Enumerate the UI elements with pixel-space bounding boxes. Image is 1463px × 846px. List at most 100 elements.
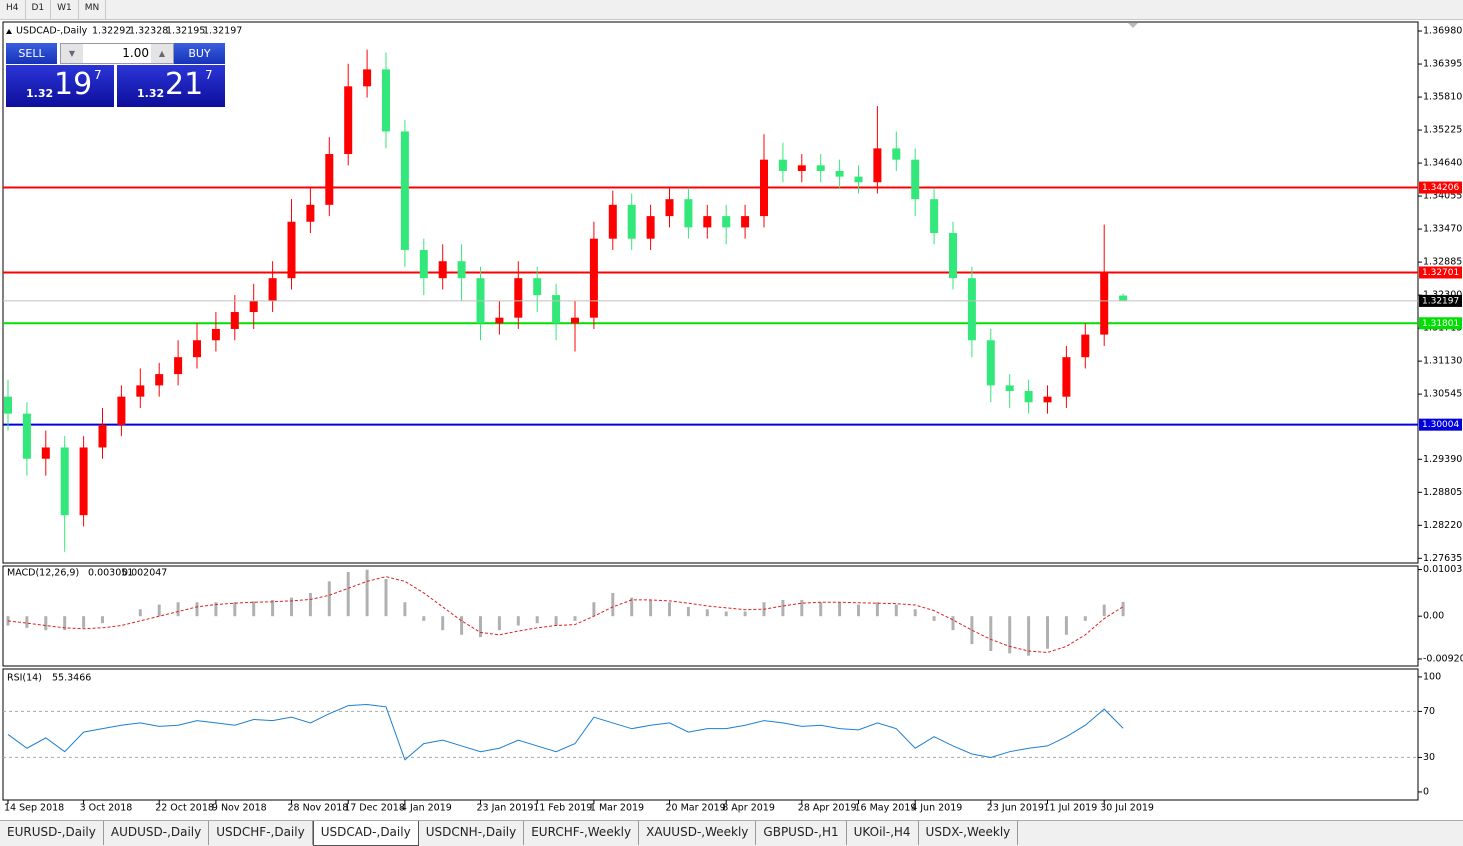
x-tick-label: 4 Jun 2019 xyxy=(911,803,962,814)
candle-body xyxy=(1024,391,1033,403)
lot-up[interactable]: ▲ xyxy=(151,44,173,63)
candle-body xyxy=(249,300,258,313)
sell-button[interactable]: SELL xyxy=(6,43,57,64)
sell-price[interactable]: 1.32 19 7 xyxy=(6,65,114,107)
candle-body xyxy=(816,165,825,171)
lot-down[interactable]: ▼ xyxy=(61,44,83,63)
y-tick-label: 1.34055 xyxy=(1423,191,1462,202)
chart-tab[interactable]: USDCHF-,Daily xyxy=(209,821,313,845)
chart-tab[interactable]: USDCAD-,Daily xyxy=(312,821,419,846)
timeframe-button[interactable]: D1 xyxy=(26,0,52,19)
candle-body xyxy=(1043,396,1052,403)
chart-tab[interactable]: EURCHF-,Weekly xyxy=(524,821,640,845)
one-click-trading: SELL ▼ 1.00 ▲ BUY 1.32 19 7 1.32 21 7 xyxy=(6,43,225,107)
y-tick-label: 1.27635 xyxy=(1423,553,1462,564)
y-tick-label: 70 xyxy=(1423,706,1435,717)
price-big: 1.32 xyxy=(137,87,165,100)
candle-body xyxy=(571,317,579,324)
timeframe-button[interactable]: MN xyxy=(79,0,107,19)
level-tag xyxy=(1419,317,1462,330)
candle-body xyxy=(400,131,409,250)
x-tick-label: 11 Jul 2019 xyxy=(1044,803,1098,814)
y-tick-label: 1.28805 xyxy=(1423,487,1462,498)
indicator-title: MACD(12,26,9) xyxy=(7,568,79,579)
y-tick-label: 1.31130 xyxy=(1423,356,1462,367)
candle-body xyxy=(911,159,920,200)
candle-body xyxy=(722,216,731,228)
bid-tag xyxy=(1419,294,1462,307)
indicator-title: RSI(14) xyxy=(7,673,42,684)
y-tick-label: 1.32885 xyxy=(1423,257,1462,268)
candle-body xyxy=(344,86,353,155)
level-label: 1.31801 xyxy=(1422,319,1459,329)
y-tick-label: 0.010031 xyxy=(1423,564,1463,575)
x-tick-label: 23 Jan 2019 xyxy=(477,803,534,814)
chart-tab[interactable]: EURUSD-,Daily xyxy=(0,821,104,845)
y-tick-label: 1.35810 xyxy=(1423,92,1462,103)
buy-price[interactable]: 1.32 21 7 xyxy=(117,65,225,107)
y-tick-label: 1.36395 xyxy=(1423,59,1462,70)
candle-body xyxy=(684,199,693,228)
candle-body xyxy=(778,159,787,171)
candle-body xyxy=(1005,385,1014,392)
price-pips: 21 xyxy=(165,67,204,102)
x-tick-label: 3 Oct 2018 xyxy=(80,803,133,814)
candle-body xyxy=(967,278,976,341)
candle-body xyxy=(363,69,372,87)
x-tick-label: 14 Sep 2018 xyxy=(4,803,64,814)
chart-tab[interactable]: XAUUSD-,Weekly xyxy=(639,821,757,845)
timeframe-button[interactable]: W1 xyxy=(51,0,79,19)
chart-tab[interactable]: USDCNH-,Daily xyxy=(419,821,525,845)
chart-tabs: EURUSD-,Daily AUDUSD-,Daily USDCHF-,Daily U… xyxy=(0,820,1463,846)
bid-label: 1.32197 xyxy=(1422,296,1459,306)
lot-value[interactable]: 1.00 xyxy=(122,46,149,60)
candle-body xyxy=(4,396,12,414)
price-frame xyxy=(2,21,1419,564)
candle-body xyxy=(760,159,768,217)
candle-body xyxy=(665,199,674,217)
candle-body xyxy=(117,396,126,425)
price-pips: 19 xyxy=(54,67,93,102)
chart-tab[interactable]: USDX-,Weekly xyxy=(919,821,1019,845)
price-big: 1.32 xyxy=(26,87,54,100)
candle-body xyxy=(79,447,88,516)
candle-body xyxy=(797,165,806,171)
macd-signal xyxy=(7,576,1124,653)
candle-body xyxy=(306,204,315,222)
candle-body xyxy=(230,312,239,329)
chart-tab[interactable]: GBPUSD-,H1 xyxy=(756,821,847,845)
x-tick-label: 22 Oct 2018 xyxy=(155,803,214,814)
candle-body xyxy=(1119,295,1128,301)
candle-body xyxy=(1081,334,1090,358)
rsi-frame xyxy=(2,668,1419,801)
timeframe-button[interactable]: H4 xyxy=(0,0,26,19)
candle-body xyxy=(930,199,939,234)
candle-body xyxy=(325,154,334,205)
chart-tab[interactable]: UKOil-,H4 xyxy=(847,821,919,845)
level-tag xyxy=(1419,181,1462,194)
y-tick-label: 1.33470 xyxy=(1423,224,1462,235)
signal-value: 0.002047 xyxy=(122,568,167,579)
candle-body xyxy=(193,340,201,358)
candle-body xyxy=(741,216,750,228)
chart-tab[interactable]: AUDUSD-,Daily xyxy=(104,821,210,845)
y-tick-label: 1.34640 xyxy=(1423,158,1462,169)
buy-button[interactable]: BUY xyxy=(174,43,225,64)
rsi-value: 55.3466 xyxy=(52,673,91,684)
chart-title: USDCAD-,Daily xyxy=(16,26,88,37)
candle-body xyxy=(703,216,712,228)
y-tick-label: 1.28220 xyxy=(1423,520,1462,531)
ohlc-value: 1.32197 xyxy=(203,26,242,37)
level-tag xyxy=(1419,418,1462,431)
level-label: 1.30004 xyxy=(1422,420,1459,430)
candle-body xyxy=(60,447,69,516)
candle-body xyxy=(892,148,901,160)
y-tick-label: -0.009203 xyxy=(1423,653,1463,664)
candle-body xyxy=(382,69,390,132)
candle-body xyxy=(873,148,882,183)
candle-body xyxy=(457,261,466,279)
timeframe-bar: H4 D1 W1 MN xyxy=(0,0,1463,20)
collapse-icon[interactable] xyxy=(6,29,12,34)
y-tick-label: 0 xyxy=(1423,786,1429,797)
